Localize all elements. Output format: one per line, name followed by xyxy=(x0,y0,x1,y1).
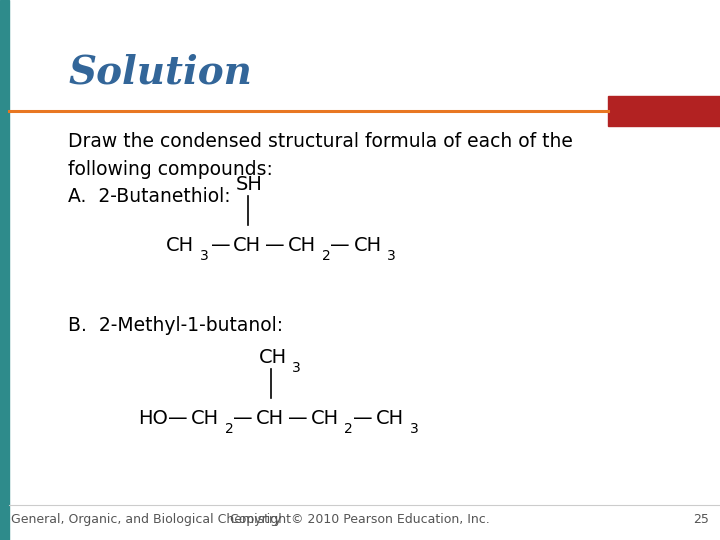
Bar xyxy=(0,0,9,540)
Text: CH: CH xyxy=(191,409,219,428)
Text: CH: CH xyxy=(233,236,261,255)
Text: —: — xyxy=(353,409,372,428)
Text: CH: CH xyxy=(376,409,404,428)
Text: HO: HO xyxy=(138,409,168,428)
Text: CH: CH xyxy=(288,236,316,255)
Text: —: — xyxy=(233,409,253,428)
Text: —: — xyxy=(330,236,350,255)
Text: —: — xyxy=(168,409,188,428)
Text: 2: 2 xyxy=(322,249,330,264)
Text: CH: CH xyxy=(166,236,194,255)
Text: Solution: Solution xyxy=(68,54,252,92)
Text: CH: CH xyxy=(256,409,284,428)
Text: —: — xyxy=(211,236,230,255)
Text: 3: 3 xyxy=(200,249,209,264)
Text: 3: 3 xyxy=(410,422,418,436)
Text: B.  2-Methyl-1-butanol:: B. 2-Methyl-1-butanol: xyxy=(68,316,284,335)
Text: Draw the condensed structural formula of each of the
following compounds:
A.  2-: Draw the condensed structural formula of… xyxy=(68,132,573,206)
Text: 2: 2 xyxy=(344,422,353,436)
Text: CH: CH xyxy=(259,348,287,367)
Text: 3: 3 xyxy=(387,249,396,264)
Bar xyxy=(608,96,720,125)
Text: 3: 3 xyxy=(292,361,301,375)
Text: CH: CH xyxy=(311,409,339,428)
Text: General, Organic, and Biological Chemistry: General, Organic, and Biological Chemist… xyxy=(11,513,282,526)
Text: CH: CH xyxy=(354,236,382,255)
Text: —: — xyxy=(288,409,307,428)
Text: SH: SH xyxy=(236,175,263,194)
Text: 25: 25 xyxy=(693,513,709,526)
Text: 2: 2 xyxy=(225,422,233,436)
Text: —: — xyxy=(265,236,284,255)
Text: Copyright© 2010 Pearson Education, Inc.: Copyright© 2010 Pearson Education, Inc. xyxy=(230,513,490,526)
